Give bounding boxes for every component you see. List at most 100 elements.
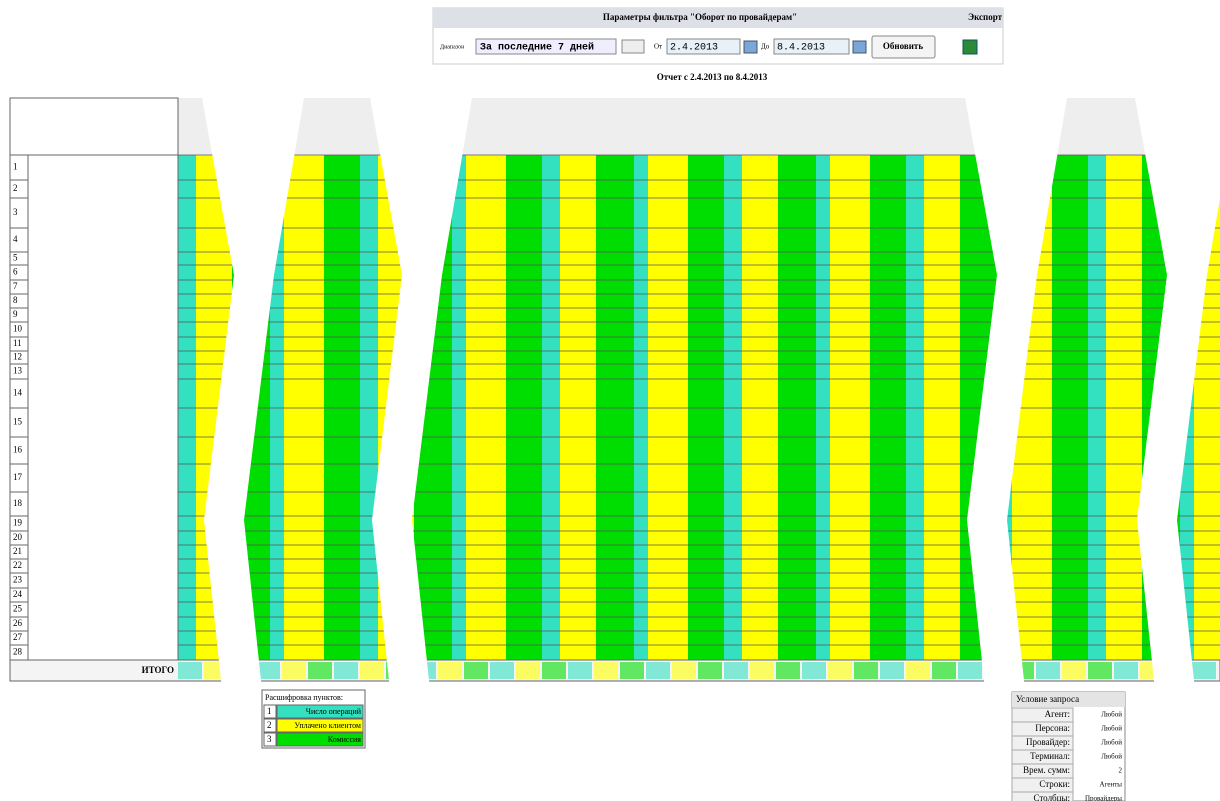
total-cell [438, 662, 462, 679]
stripe [452, 155, 466, 660]
total-cell [776, 662, 800, 679]
total-cell [646, 662, 670, 679]
row-number: 14 [13, 388, 23, 398]
from-calendar[interactable] [743, 40, 758, 54]
total-cell [282, 662, 306, 679]
legend-number: 3 [267, 734, 272, 744]
condition-value: Любой [1101, 753, 1122, 761]
refresh-button[interactable] [871, 35, 936, 59]
condition-key: Агент: [1045, 709, 1070, 719]
to-calendar[interactable] [852, 40, 867, 54]
stripe [1088, 155, 1106, 660]
stripe [648, 155, 688, 660]
row-number: 28 [13, 647, 23, 657]
range-button[interactable] [621, 39, 645, 54]
stripe [1052, 155, 1088, 660]
row-number: 11 [13, 338, 22, 348]
condition-key: Терминал: [1030, 751, 1070, 761]
stripe [816, 155, 830, 660]
stripe [906, 155, 924, 660]
range-label: Диапазон [440, 44, 465, 50]
legend-label: Комиссия [328, 735, 362, 744]
legend-swatch [276, 732, 364, 747]
total-cell [672, 662, 696, 679]
report-title: Отчет с 2.4.2013 по 8.4.2013 [657, 72, 768, 82]
stripe [506, 155, 542, 660]
row-number: 19 [13, 518, 23, 528]
condition-key: Столбцы: [1033, 793, 1070, 801]
row-number: 15 [13, 417, 23, 427]
from-input[interactable] [666, 38, 741, 55]
range-value[interactable]: За последние 7 дней [480, 42, 594, 54]
to-input[interactable] [773, 38, 850, 55]
legend-number-cell [263, 704, 277, 719]
row-number: 7 [13, 281, 18, 291]
total-cell [464, 662, 488, 679]
stripe [742, 155, 778, 660]
condition-value: Провайдеры [1085, 795, 1122, 801]
total-cell [360, 662, 384, 679]
stripe [284, 155, 324, 660]
filter-title: Параметры фильтра "Оборот по провайдерам… [603, 12, 797, 22]
stripe [178, 155, 196, 660]
total-cell [1062, 662, 1086, 679]
label-column [9, 154, 179, 661]
row-number: 8 [13, 295, 18, 305]
total-cell [1114, 662, 1138, 679]
conditions: Условие запроса Агент: Любой Персона: Любой П… [1011, 691, 1126, 801]
row-number: 20 [13, 532, 23, 542]
total-cell [542, 662, 566, 679]
legend-label: Число операций [306, 707, 362, 716]
condition-key: Провайдер: [1026, 737, 1070, 747]
stripe [324, 155, 360, 660]
condition-key: Строки: [1039, 779, 1070, 789]
conditions-header [1012, 692, 1125, 707]
row-number: 6 [13, 267, 18, 277]
stripe [830, 155, 870, 660]
legend-label: Уплачено клиентом [294, 721, 361, 730]
report-table: 1234567891011121314151617181920212223242… [9, 97, 1220, 690]
column-break [370, 98, 472, 690]
total-cell [932, 662, 956, 679]
total-cell [620, 662, 644, 679]
total-label: ИТОГО [142, 665, 174, 675]
from-label: От [654, 43, 662, 51]
legend-number: 1 [267, 706, 272, 716]
total-cell [178, 662, 202, 679]
total-cell [828, 662, 852, 679]
condition-key-cell [1011, 791, 1074, 801]
stripe [466, 155, 506, 660]
stripe [634, 155, 648, 660]
from-value[interactable]: 2.4.2013 [670, 43, 718, 54]
legend-swatch [276, 704, 364, 719]
total-cell [958, 662, 982, 679]
range-select[interactable] [475, 38, 617, 55]
condition-value: Агенты [1100, 781, 1123, 789]
legend-number-cell [263, 732, 277, 747]
total-cell [256, 662, 280, 679]
row-number: 3 [13, 207, 18, 217]
stripe [560, 155, 596, 660]
row-number: 23 [13, 575, 23, 585]
legend-title: Расшифровка пунктов: [265, 693, 343, 702]
stripe [542, 155, 560, 660]
condition-key: Врем. сумм: [1023, 765, 1070, 775]
total-cell [698, 662, 722, 679]
total-cell [906, 662, 930, 679]
row-number: 12 [13, 352, 22, 362]
total-cell [516, 662, 540, 679]
total-cell [334, 662, 358, 679]
filter-header [433, 8, 1003, 28]
refresh-label[interactable]: Обновить [883, 41, 923, 51]
legend-swatch [276, 718, 364, 733]
total-cell [724, 662, 748, 679]
stripe [1106, 155, 1142, 660]
row-number: 18 [13, 498, 23, 508]
condition-value: Любой [1101, 725, 1122, 733]
to-value[interactable]: 8.4.2013 [777, 43, 825, 54]
excel-icon[interactable] [962, 39, 978, 55]
legend-number: 2 [267, 720, 272, 730]
stripe [724, 155, 742, 660]
to-label: До [761, 43, 770, 51]
